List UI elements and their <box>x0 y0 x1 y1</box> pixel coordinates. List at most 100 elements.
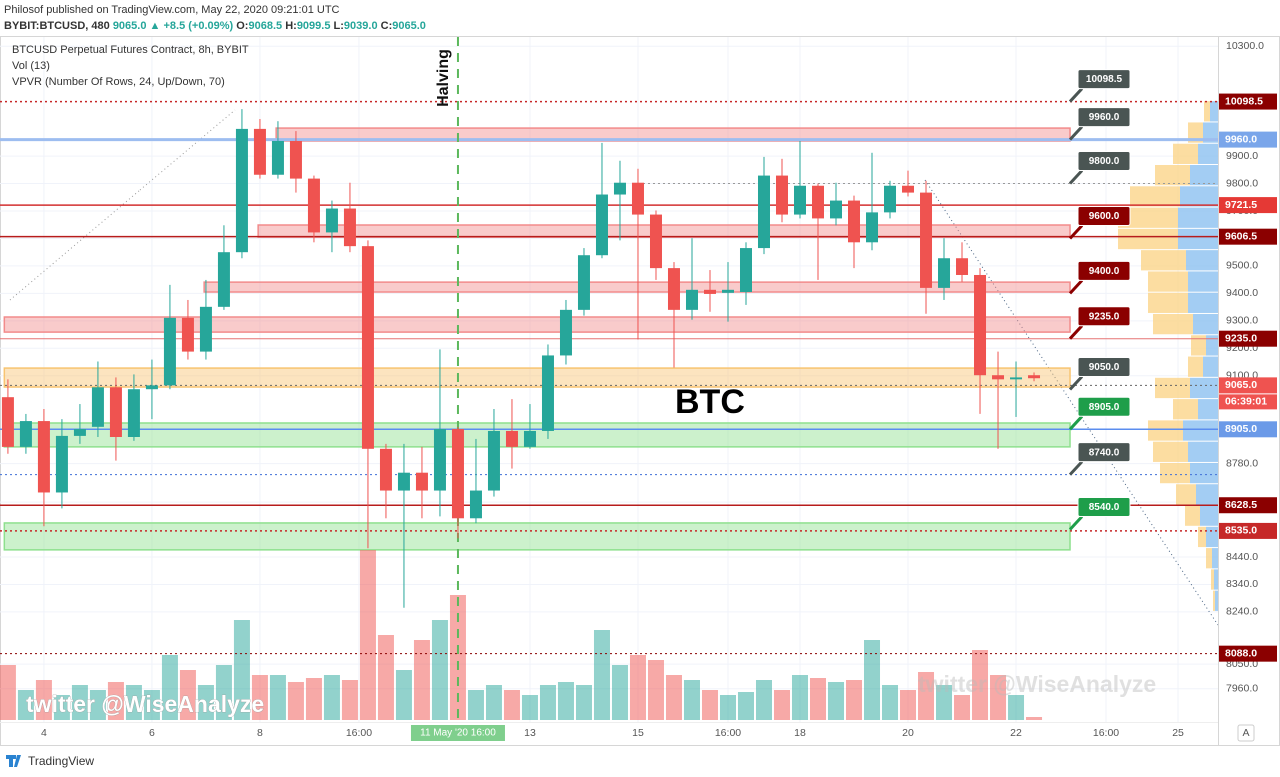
vpvr-down <box>1153 313 1193 335</box>
price-marker <box>1219 377 1277 394</box>
candle-body <box>343 208 356 247</box>
countdown: 06:39:01 <box>1225 396 1267 408</box>
volume-bar <box>882 685 899 720</box>
candle-body <box>325 208 338 233</box>
vpvr-down <box>1173 399 1198 420</box>
volume-bar <box>683 680 700 720</box>
volume-bar <box>179 670 196 720</box>
vpvr-down <box>1206 548 1212 569</box>
watermark: twitter @WiseAnalyze <box>918 671 1156 697</box>
candle-body <box>289 140 302 179</box>
callout-box <box>1077 151 1131 172</box>
volume-bar <box>575 685 592 720</box>
watermark: twitter @WiseAnalyze <box>26 691 264 717</box>
callout-label: 9600.0 <box>1089 211 1120 222</box>
symbol-line: BYBIT:BTCUSD, 480 9065.0 ▲ +8.5 (+0.09%)… <box>4 20 426 32</box>
price-marker-label: 9235.0 <box>1225 332 1257 344</box>
callout-label: 9960.0 <box>1089 112 1120 123</box>
y-tick-label: 8440.0 <box>1226 551 1258 563</box>
callout-box <box>1077 356 1131 377</box>
trend-line <box>924 179 1218 626</box>
price-marker <box>1219 228 1277 245</box>
auto-scale-label[interactable]: A <box>1242 727 1249 739</box>
x-tick-label: 4 <box>41 727 47 739</box>
vpvr-up <box>1210 101 1218 122</box>
candle-body <box>37 421 50 493</box>
y-tick-label: 9800.0 <box>1226 177 1258 189</box>
vpvr-down <box>1211 569 1214 590</box>
auto-scale-button[interactable] <box>1237 724 1255 742</box>
vpvr-up <box>1203 356 1218 377</box>
overlay-layer: BTCUSD Perpetual Futures Contract, 8h, B… <box>12 44 1156 717</box>
volume-bar <box>791 675 808 720</box>
callout-pointer <box>1068 460 1084 476</box>
candle-body <box>1028 375 1041 379</box>
candle-body <box>541 355 554 431</box>
candle-body <box>127 389 140 437</box>
candle-body <box>721 289 734 293</box>
candle-body <box>613 182 626 195</box>
candle-body <box>884 185 897 213</box>
callout-label: 9800.0 <box>1089 156 1120 167</box>
callout-box <box>1077 260 1131 281</box>
zone <box>203 281 1071 293</box>
vpvr-up <box>1186 250 1218 271</box>
callout-pointer <box>1068 415 1084 431</box>
volume-bar <box>53 695 70 720</box>
volume-bar <box>359 550 376 720</box>
vpvr-up <box>1212 548 1218 569</box>
candle-body <box>848 200 861 243</box>
volume-bar <box>954 695 971 720</box>
volume-bar <box>864 640 881 720</box>
candle-body <box>1 397 14 447</box>
volume-bar <box>990 675 1007 720</box>
candle-body <box>55 435 68 493</box>
candle-body <box>433 429 446 491</box>
callout-pointer <box>1068 324 1084 340</box>
price-marker-label: 8905.0 <box>1225 423 1257 435</box>
vpvr-up <box>1206 526 1218 548</box>
vpvr-up <box>1196 484 1218 505</box>
vpvr-up <box>1203 122 1218 143</box>
price-marker <box>1219 497 1277 514</box>
indicator-legend: Vol (13) <box>12 60 50 72</box>
brand: TradingView <box>28 754 94 768</box>
ohlc-key: L: <box>334 20 344 32</box>
y-tick-label: 7960.0 <box>1226 683 1258 695</box>
vpvr-down <box>1141 250 1186 271</box>
y-tick-label: 9900.0 <box>1226 150 1258 162</box>
volume-bar <box>449 595 466 720</box>
candle-body <box>235 128 248 253</box>
ohlc-value: 9099.5 <box>297 20 331 32</box>
indicator-legend: VPVR (Number Of Rows, 24, Up/Down, 70) <box>12 76 225 88</box>
volume-bar <box>287 682 304 720</box>
candle-body <box>19 421 32 447</box>
volume-bar <box>1008 695 1025 720</box>
volume-bar <box>233 620 250 720</box>
volume-bar <box>846 680 863 720</box>
candle-body <box>830 200 843 219</box>
change: ▲ +8.5 (+0.09%) <box>150 20 234 32</box>
vpvr-down <box>1118 207 1178 228</box>
volume-bar <box>71 685 88 720</box>
candle-body <box>559 309 572 356</box>
callout-pointer <box>1068 125 1084 141</box>
x-tick-label: 16:00 <box>1093 727 1119 739</box>
y-tick-label: 9500.0 <box>1226 260 1258 272</box>
volume-bar <box>521 695 538 720</box>
callout-label: 8905.0 <box>1089 402 1120 413</box>
candle-body <box>902 185 915 193</box>
candle-body <box>956 258 969 275</box>
crosshair-label: 11 May '20 16:00 <box>420 728 496 739</box>
volume-bar <box>755 680 772 720</box>
candle-body <box>271 140 284 175</box>
candle-body <box>379 448 392 491</box>
x-tick-label: 8 <box>257 727 263 739</box>
volume-bar <box>467 690 484 720</box>
symbol: BYBIT:BTCUSD, 480 <box>4 20 110 32</box>
price-marker <box>1219 197 1277 214</box>
volume-bar <box>773 690 790 720</box>
candle-body <box>739 248 752 293</box>
volume-bar <box>810 678 827 720</box>
vpvr-up <box>1180 186 1218 207</box>
